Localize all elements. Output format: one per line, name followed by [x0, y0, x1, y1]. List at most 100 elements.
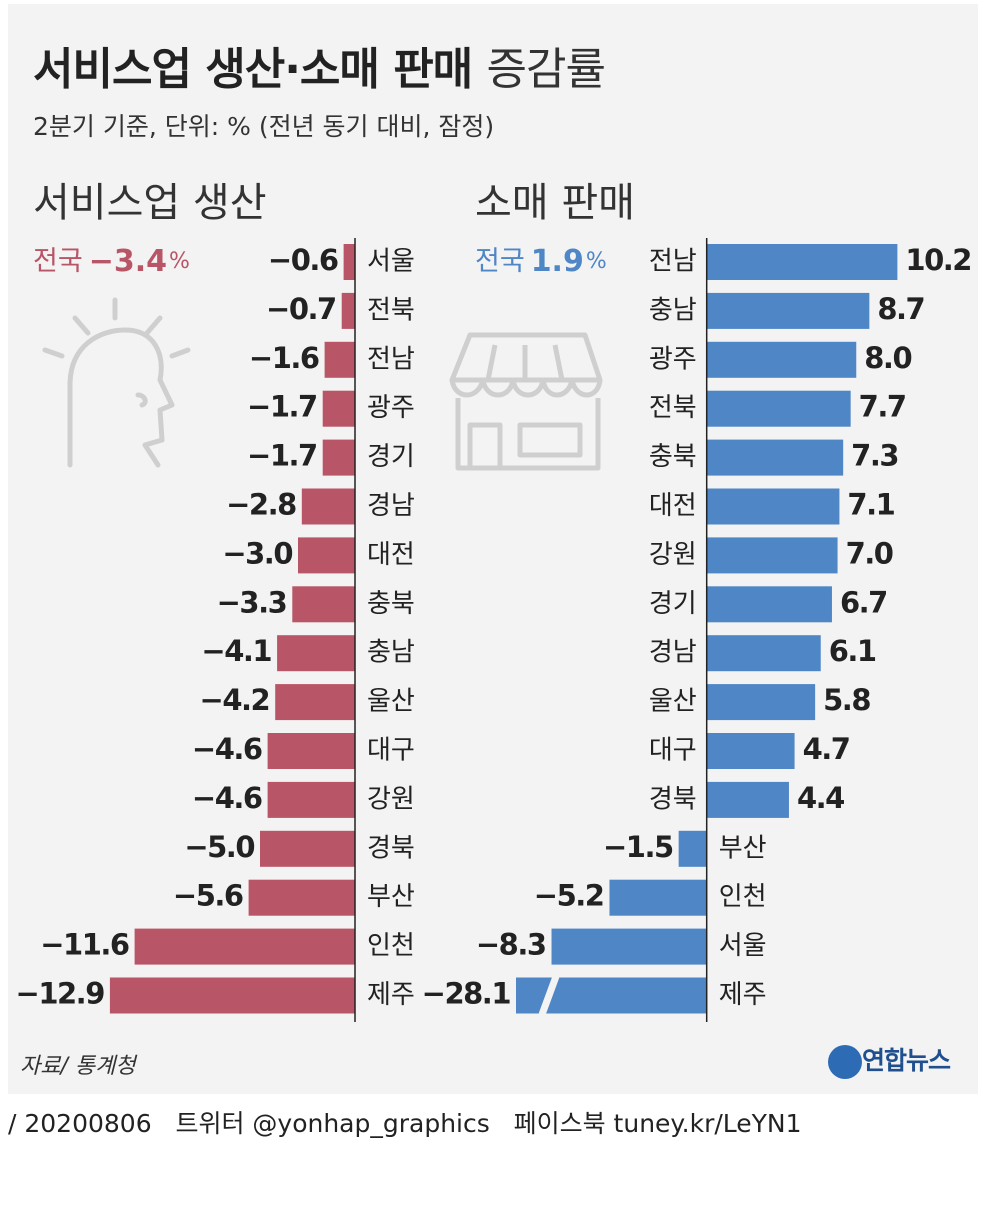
title: 서비스업 생산·소매 판매 증감률 — [33, 44, 605, 95]
value-label: −0.6 — [268, 243, 338, 277]
bar — [706, 439, 844, 476]
value-label: 7.3 — [851, 439, 898, 473]
value-label: −3.3 — [217, 585, 287, 619]
category-label: 전남 — [367, 344, 415, 374]
bar — [706, 390, 851, 427]
category-label: 강원 — [367, 784, 415, 814]
subtitle: 2분기 기준, 단위: % (전년 동기 대비, 잠정) — [33, 112, 494, 141]
logo-icon — [828, 1045, 862, 1079]
value-label: −1.6 — [249, 341, 319, 375]
bar — [134, 928, 355, 965]
bar — [706, 488, 840, 525]
value-label: −4.1 — [201, 634, 271, 668]
head-icon — [42, 297, 191, 468]
category-label: 부산 — [367, 882, 415, 912]
value-label: 8.0 — [864, 341, 911, 375]
logo: 연합뉴스 — [862, 1046, 951, 1075]
category-label: 서울 — [367, 247, 415, 277]
category-label: 경기 — [367, 442, 415, 472]
category-label: 전남 — [649, 247, 697, 277]
bar — [706, 341, 857, 378]
value-label: −5.0 — [184, 830, 254, 864]
value-label: −4.6 — [192, 781, 262, 815]
value-label: −12.9 — [16, 977, 105, 1011]
footer: / 20200806 트위터 @yonhap_graphics 페이스북 tun… — [8, 1109, 802, 1138]
value-label: 8.7 — [877, 292, 924, 326]
bar — [322, 390, 355, 427]
value-label: 7.1 — [847, 488, 894, 522]
national-unit: % — [169, 249, 190, 274]
value-label: −1.7 — [247, 439, 317, 473]
category-label: 대구 — [367, 736, 415, 766]
bar — [267, 733, 355, 769]
value-label: 4.4 — [797, 781, 844, 815]
value-label: −4.6 — [192, 732, 262, 766]
bar — [109, 977, 355, 1014]
value-label: −11.6 — [40, 928, 129, 962]
bar — [324, 341, 355, 378]
axis-break — [538, 975, 560, 1016]
category-label: 울산 — [649, 687, 697, 717]
bar — [706, 537, 838, 574]
category-label: 경남 — [367, 491, 415, 521]
bar — [267, 781, 355, 818]
bar — [322, 439, 355, 476]
value-label: 6.1 — [829, 634, 876, 668]
category-label: 광주 — [367, 393, 415, 423]
category-label: 부산 — [719, 833, 767, 863]
bar — [275, 684, 355, 721]
bar — [706, 733, 795, 769]
category-label: 제주 — [367, 980, 415, 1010]
bar — [706, 586, 832, 623]
national-value: −3.4 — [89, 244, 167, 279]
category-label: 충남 — [367, 638, 415, 668]
store-icon — [449, 332, 603, 471]
bar — [341, 292, 355, 329]
value-label: 6.7 — [840, 585, 887, 619]
chart-title: 소매 판매 — [475, 180, 635, 226]
value-label: −28.1 — [422, 977, 511, 1011]
bar — [609, 879, 707, 916]
value-label: −1.5 — [603, 830, 673, 864]
value-label: −8.3 — [476, 928, 546, 962]
category-label: 인천 — [719, 882, 767, 912]
value-label: 4.7 — [803, 732, 850, 766]
value-label: 7.0 — [846, 536, 893, 570]
source: 자료/ 통계청 — [20, 1054, 138, 1079]
bar — [260, 830, 355, 867]
chart-title: 서비스업 생산 — [33, 180, 267, 226]
bar — [292, 586, 355, 623]
value-label: 5.8 — [823, 683, 870, 717]
national-label: 전국 — [33, 246, 83, 277]
category-label: 전북 — [367, 295, 415, 325]
national-value: 1.9 — [531, 244, 584, 279]
category-label: 인천 — [367, 931, 415, 961]
title-suffix: 증감률 — [486, 44, 604, 95]
bar — [706, 684, 816, 721]
category-label: 제주 — [719, 980, 767, 1010]
category-label: 충남 — [649, 295, 697, 325]
value-label: −3.0 — [222, 536, 292, 570]
category-label: 광주 — [649, 344, 697, 374]
bar — [248, 879, 355, 916]
value-label: 10.2 — [905, 243, 971, 277]
category-label: 경기 — [649, 589, 697, 619]
category-label: 경북 — [649, 784, 697, 814]
bar — [301, 488, 355, 525]
value-label: −5.6 — [173, 879, 243, 913]
national: 전국 1.9% — [475, 244, 607, 279]
bar — [298, 537, 355, 574]
value-label: 7.7 — [859, 390, 906, 424]
value-label: −1.7 — [247, 390, 317, 424]
bar — [706, 781, 789, 818]
category-label: 경남 — [649, 638, 697, 668]
value-label: −2.8 — [226, 488, 296, 522]
category-label: 대전 — [367, 540, 415, 570]
category-label: 충북 — [367, 589, 415, 619]
national-unit: % — [586, 249, 607, 274]
category-label: 울산 — [367, 687, 415, 717]
category-label: 대구 — [649, 736, 697, 766]
national: 전국 −3.4% — [33, 244, 190, 279]
